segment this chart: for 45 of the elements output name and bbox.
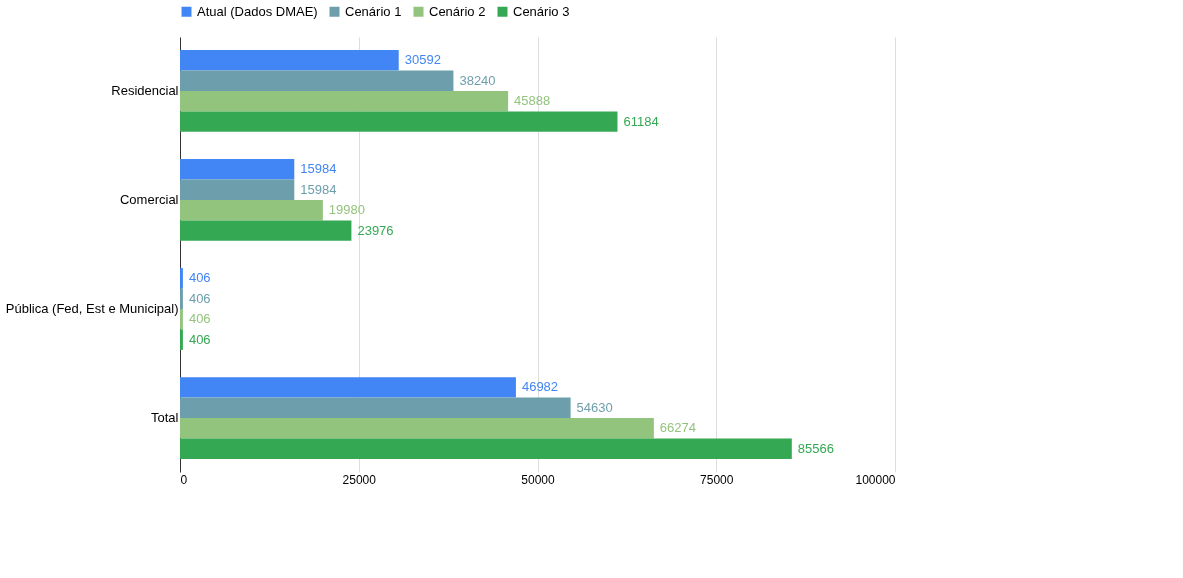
data-label: 66274 <box>659 420 697 436</box>
bar <box>180 438 792 459</box>
data-label: 406 <box>188 311 211 327</box>
data-label: 38240 <box>459 72 496 88</box>
y-tick-label: Residencial <box>111 82 179 98</box>
bar <box>180 220 352 241</box>
bar <box>180 329 183 350</box>
legend-label: Cenário 1 <box>345 3 402 19</box>
legend-label: Atual (Dados DMAE) <box>197 3 318 19</box>
data-label: 85566 <box>797 440 834 456</box>
bar <box>180 90 509 112</box>
data-label: 15984 <box>300 181 337 197</box>
bar <box>180 179 295 200</box>
bar <box>180 288 183 310</box>
bar <box>180 377 516 398</box>
data-label: 23976 <box>357 222 394 238</box>
bar <box>180 199 323 221</box>
bar <box>180 50 399 71</box>
y-tick-label: Comercial <box>119 191 179 207</box>
bar <box>180 418 654 439</box>
x-tick-label: 100000 <box>855 472 896 487</box>
x-tick-label: 75000 <box>700 472 734 487</box>
data-label: 46982 <box>521 379 559 395</box>
y-tick-label: Total <box>151 410 179 426</box>
x-tick-label: 0 <box>180 472 188 487</box>
bar <box>180 309 183 330</box>
bar <box>180 397 571 419</box>
data-label: 406 <box>188 331 211 347</box>
bar <box>180 111 618 132</box>
bar <box>180 70 454 91</box>
bar <box>180 268 183 289</box>
data-label: 61184 <box>623 113 659 129</box>
legend-label: Cenário 2 <box>429 3 486 19</box>
data-label: 15984 <box>300 161 337 177</box>
x-tick-label: 25000 <box>342 472 377 487</box>
y-tick-label: Pública (Fed, Est e Municipal) <box>5 301 179 317</box>
data-label: 406 <box>188 270 211 286</box>
data-label: 406 <box>188 290 211 306</box>
legend-label: Cenário 3 <box>513 3 570 19</box>
data-label: 54630 <box>576 399 613 415</box>
x-tick-label: 50000 <box>521 472 556 487</box>
data-label: 45888 <box>514 93 551 109</box>
data-label: 30592 <box>404 52 441 68</box>
bar <box>180 159 295 180</box>
data-label: 19980 <box>328 202 366 218</box>
